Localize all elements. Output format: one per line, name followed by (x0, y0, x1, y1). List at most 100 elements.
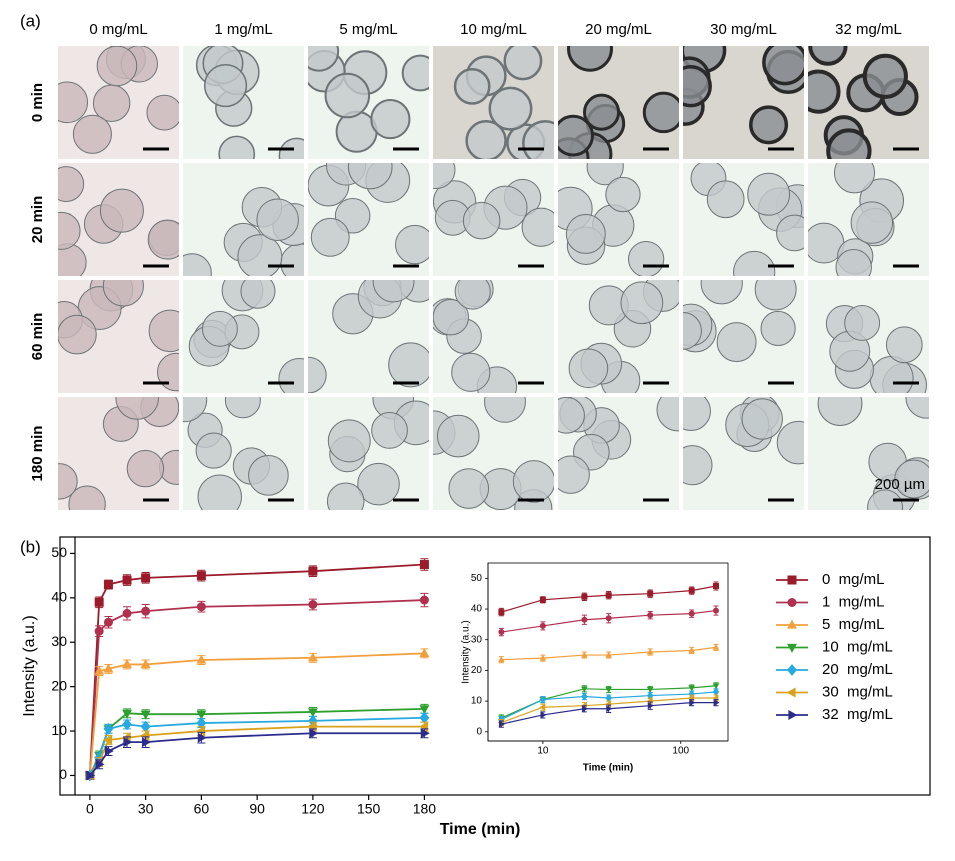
series (498, 699, 720, 728)
cells (308, 280, 429, 393)
cell (224, 397, 261, 419)
legend-label: 5 mg/mL (822, 616, 885, 633)
cell (146, 94, 179, 131)
x-tick-label: 60 (194, 801, 210, 817)
marker (122, 608, 132, 618)
cells (808, 163, 905, 276)
y-tick-label: 0 (59, 766, 67, 782)
marker (142, 737, 152, 748)
micrograph (308, 163, 429, 276)
marker (122, 709, 132, 719)
x-tick-label: 30 (138, 801, 154, 817)
cell (401, 54, 429, 92)
micrograph (808, 280, 929, 393)
micrograph (58, 280, 179, 393)
cell (148, 309, 179, 353)
cell (218, 135, 256, 159)
micrograph (58, 163, 179, 276)
cell (454, 280, 491, 310)
cell (183, 397, 208, 423)
marker (605, 592, 612, 599)
y-tick-label: 0 (476, 726, 482, 737)
cell (256, 198, 299, 242)
marker (140, 720, 151, 733)
cell (683, 445, 713, 486)
marker (647, 702, 654, 710)
series (498, 581, 719, 617)
micrograph (308, 46, 429, 159)
marker (647, 590, 654, 597)
cell (484, 397, 526, 423)
marker (307, 708, 318, 718)
cell (826, 128, 872, 159)
cell (58, 314, 97, 355)
cell (58, 211, 81, 250)
micrograph (808, 397, 929, 510)
column-label: 5 mg/mL (339, 21, 397, 38)
cell (867, 489, 904, 510)
marker (712, 583, 719, 590)
cell (869, 355, 914, 393)
panel-label: (b) (20, 537, 41, 556)
cell (237, 234, 283, 276)
line (89, 732, 425, 777)
y-tick-label: 10 (51, 722, 67, 738)
column-label: 32 mg/mL (835, 21, 902, 38)
cell (201, 310, 238, 347)
cell (58, 463, 78, 500)
cell (197, 474, 242, 510)
cell (99, 188, 144, 233)
marker (94, 626, 104, 636)
marker (122, 659, 132, 669)
cells (683, 280, 797, 363)
marker (688, 587, 695, 594)
x-tick-label: 90 (249, 801, 265, 817)
cell (126, 449, 165, 488)
cell (157, 352, 179, 392)
cell (58, 243, 87, 276)
marker (712, 607, 719, 614)
cell (776, 214, 804, 252)
x-tick-label: 10 (537, 746, 549, 757)
marker (605, 687, 612, 694)
marker (786, 687, 796, 698)
cell (451, 352, 491, 392)
cell (605, 176, 641, 213)
micrograph (558, 397, 679, 510)
cell (850, 201, 894, 244)
x-tick-label: 120 (301, 801, 325, 817)
cells (183, 186, 304, 276)
cells (808, 46, 919, 159)
cell (741, 398, 783, 440)
marker (86, 770, 96, 781)
cells (433, 163, 554, 247)
micrograph (558, 280, 679, 393)
micrograph (183, 46, 304, 159)
marker (103, 722, 114, 735)
y-tick-label: 20 (471, 665, 483, 676)
cell (683, 65, 712, 108)
cell (453, 68, 491, 105)
cells (58, 166, 179, 276)
series (84, 711, 430, 782)
marker (581, 651, 588, 658)
marker (419, 711, 430, 724)
marker (196, 654, 207, 664)
marker (498, 720, 505, 728)
marker (539, 703, 546, 711)
marker (420, 728, 430, 739)
cell (462, 201, 501, 240)
micrograph (58, 397, 179, 510)
y-tick-label: 50 (471, 573, 483, 584)
micrograph (308, 397, 429, 510)
cells (558, 46, 679, 159)
marker (647, 612, 654, 619)
cell (683, 311, 702, 350)
marker (787, 664, 797, 676)
cell (620, 281, 664, 325)
micrograph (308, 280, 429, 393)
legend-label: 0 mg/mL (822, 571, 885, 588)
y-tick-label: 40 (471, 604, 483, 615)
scale-label: 200 µm (875, 476, 925, 493)
cell (465, 120, 507, 159)
